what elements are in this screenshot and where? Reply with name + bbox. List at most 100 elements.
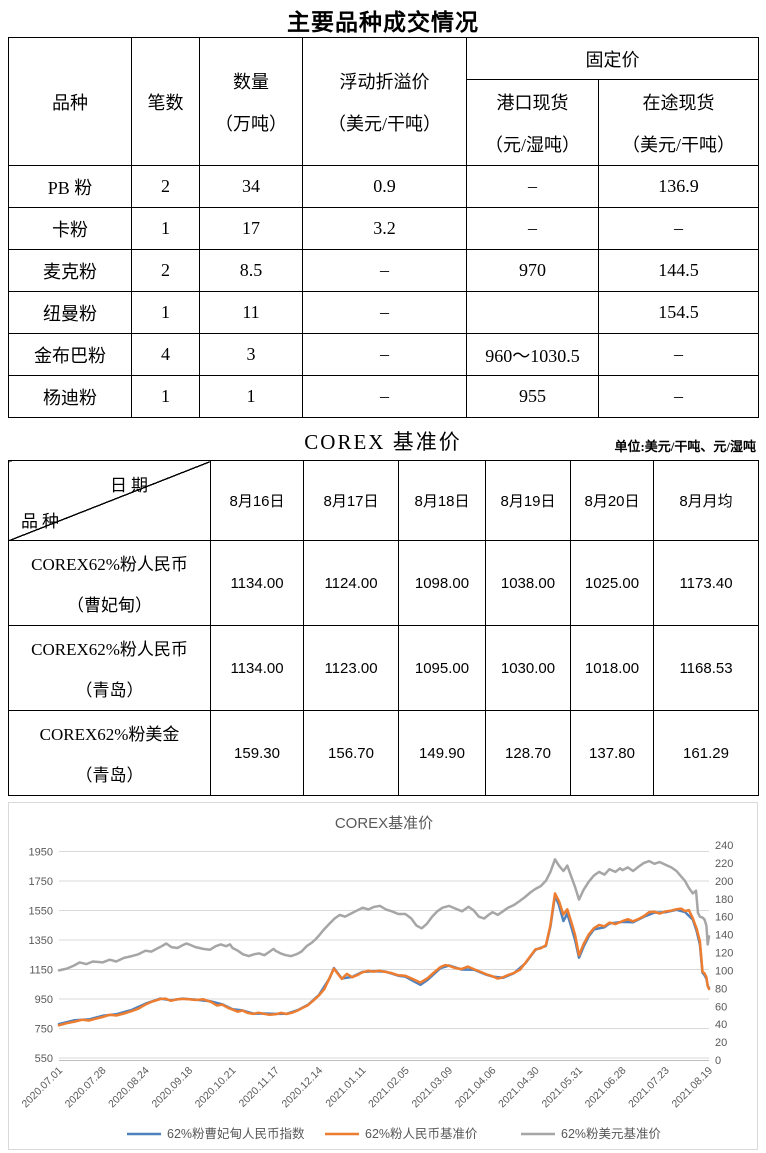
left-axis-tick-label: 950 bbox=[35, 994, 53, 1006]
variety-row: 卡粉 1 17 3.2– – bbox=[8, 207, 759, 250]
left-axis-tick-label: 1750 bbox=[29, 876, 53, 888]
page-title: 主要品种成交情况 bbox=[287, 9, 479, 35]
date-col-header: 8月16日 bbox=[210, 460, 304, 541]
x-axis-tick-label: 2021.04.06 bbox=[453, 1065, 499, 1111]
variety-name: 金布巴粉 bbox=[8, 333, 132, 376]
legend-item-label: 62%粉人民币基准价 bbox=[365, 1126, 478, 1141]
benchmark-value: 159.30 bbox=[210, 710, 304, 796]
x-axis-tick-label: 2020.08.24 bbox=[106, 1065, 152, 1111]
quantity: 11 bbox=[199, 291, 303, 334]
right-axis-tick-label: 40 bbox=[715, 1019, 727, 1031]
col-header-count: 笔数 bbox=[131, 37, 200, 166]
date-col-header: 8月19日 bbox=[485, 460, 571, 541]
benchmark-name: COREX62%粉美金 （青岛） bbox=[8, 710, 211, 796]
quantity: 1 bbox=[199, 375, 303, 418]
left-axis-tick-label: 1950 bbox=[29, 847, 53, 859]
benchmark-name-line1: COREX62%粉人民币 bbox=[31, 640, 188, 659]
premium-unit: （美元/干吨） bbox=[327, 113, 441, 134]
corner-label-variety: 品种 bbox=[21, 512, 63, 531]
quantity-label: 数量 bbox=[233, 71, 269, 92]
col-header-quantity: 数量 （万吨） bbox=[199, 37, 303, 166]
port-spot-price: – bbox=[466, 165, 599, 208]
variety-name: PB 粉 bbox=[8, 165, 132, 208]
transit-spot-price: 144.5 bbox=[598, 249, 759, 292]
floating-premium: – bbox=[302, 291, 467, 334]
transit-spot-price: – bbox=[598, 207, 759, 250]
variety-row: 纽曼粉 1 11–154.5 bbox=[8, 291, 759, 334]
floating-premium: 0.9 bbox=[302, 165, 467, 208]
col-header-port-spot: 港口现货 （元/湿吨） bbox=[466, 79, 599, 166]
variety-row: 麦克粉 2 8.5–970 144.5 bbox=[8, 249, 759, 292]
right-axis-tick-label: 60 bbox=[715, 1001, 727, 1013]
transit-spot-price: 136.9 bbox=[598, 165, 759, 208]
floating-premium: – bbox=[302, 249, 467, 292]
x-axis-tick-label: 2021.01.11 bbox=[323, 1065, 368, 1110]
left-axis-tick-label: 550 bbox=[35, 1053, 53, 1065]
deal-count: 2 bbox=[131, 165, 200, 208]
benchmark-name-line2: （青岛） bbox=[75, 681, 144, 700]
x-axis-tick-label: 2021.05.31 bbox=[539, 1065, 585, 1111]
left-axis-tick-label: 1550 bbox=[29, 906, 53, 918]
col-header-floating-premium: 浮动折溢价 （美元/干吨） bbox=[302, 37, 467, 166]
legend-item-label: 62%粉美元基准价 bbox=[561, 1126, 662, 1141]
x-axis-tick-label: 2021.02.05 bbox=[366, 1065, 412, 1111]
left-axis-tick-label: 1150 bbox=[29, 965, 53, 977]
corex-chart-card: COREX基准价 1950 1750 1550 1350 1150 950 750 550 240… bbox=[8, 802, 758, 1150]
port-spot-price: 960～1030.5 bbox=[466, 333, 599, 376]
floating-premium: – bbox=[302, 375, 467, 418]
col-header-fixed-price: 固定价 bbox=[466, 37, 759, 80]
benchmark-value: 1098.00 bbox=[398, 540, 486, 626]
benchmark-row: COREX62%粉人民币 （青岛） 1134.00 1123.00 1095.00 103… bbox=[8, 625, 759, 711]
right-axis-tick-label: 160 bbox=[715, 912, 733, 924]
port-spot-label: 港口现货 bbox=[496, 92, 569, 113]
port-spot-price: 970 bbox=[466, 249, 599, 292]
benchmark-name-line1: COREX62%粉人民币 bbox=[31, 555, 188, 574]
date-col-header: 8月20日 bbox=[570, 460, 654, 541]
deal-count: 1 bbox=[131, 291, 200, 334]
benchmark-value: 1123.00 bbox=[303, 625, 399, 711]
transit-spot-label: 在途现货 bbox=[642, 92, 715, 113]
x-axis-tick-label: 2021.06.28 bbox=[583, 1065, 629, 1111]
col-header-variety: 品种 bbox=[8, 37, 132, 166]
port-spot-unit: （元/湿吨） bbox=[484, 134, 580, 155]
benchmark-name: COREX62%粉人民币 （曹妃甸） bbox=[8, 540, 211, 626]
right-axis-tick-label: 120 bbox=[715, 948, 733, 960]
quantity: 8.5 bbox=[199, 249, 303, 292]
x-axis-tick-label: 2020.10.21 bbox=[193, 1065, 239, 1111]
deal-count: 1 bbox=[131, 375, 200, 418]
transit-spot-price: – bbox=[598, 375, 759, 418]
left-axis-tick-label: 750 bbox=[35, 1024, 53, 1036]
benchmark-value: 149.90 bbox=[398, 710, 486, 796]
benchmark-value: 128.70 bbox=[485, 710, 571, 796]
variety-name: 杨迪粉 bbox=[8, 375, 132, 418]
corex-benchmark-table: 日期 品种 8月16日 8月17日 8月18日 8月19日 8月20日 8月月均… bbox=[8, 460, 759, 796]
right-axis-tick-label: 200 bbox=[715, 876, 733, 888]
x-axis-tick-label: 2021.03.09 bbox=[409, 1065, 455, 1111]
variety-name: 麦克粉 bbox=[8, 249, 132, 292]
benchmark-name-line2: （曹妃甸） bbox=[67, 596, 152, 615]
benchmark-value: 1025.00 bbox=[570, 540, 654, 626]
right-axis-tick-label: 80 bbox=[715, 983, 727, 995]
port-spot-price: 955 bbox=[466, 375, 599, 418]
corex-section-title: COREX 基准价 bbox=[304, 430, 462, 454]
corner-label-date: 日期 bbox=[110, 476, 152, 495]
main-varieties-table: 品种 笔数 数量 （万吨） 浮动折溢价 （美元/干吨） 固定价 港口现货 （元/湿吨）… bbox=[8, 37, 759, 418]
benchmark-row: COREX62%粉美金 （青岛） 159.30 156.70 149.90 128.70 1… bbox=[8, 710, 759, 796]
series-usd-benchmark-line bbox=[57, 858, 711, 972]
deal-count: 1 bbox=[131, 207, 200, 250]
benchmark-value: 1134.00 bbox=[210, 540, 304, 626]
transit-spot-price: 154.5 bbox=[598, 291, 759, 334]
benchmark-value: 1095.00 bbox=[398, 625, 486, 711]
right-axis-tick-label: 140 bbox=[715, 930, 733, 942]
variety-name: 卡粉 bbox=[8, 207, 132, 250]
left-axis-tick-label: 1350 bbox=[29, 935, 53, 947]
right-axis-tick-label: 100 bbox=[715, 965, 733, 977]
benchmark-value: 1134.00 bbox=[210, 625, 304, 711]
right-axis-tick-label: 220 bbox=[715, 858, 733, 870]
benchmark-value: 1168.53 bbox=[653, 625, 759, 711]
benchmark-value: 1030.00 bbox=[485, 625, 571, 711]
x-axis-tick-label: 2021.07.23 bbox=[626, 1065, 672, 1111]
x-axis-tick-label: 2021.08.19 bbox=[669, 1065, 715, 1111]
right-axis-tick-label: 0 bbox=[715, 1055, 721, 1067]
